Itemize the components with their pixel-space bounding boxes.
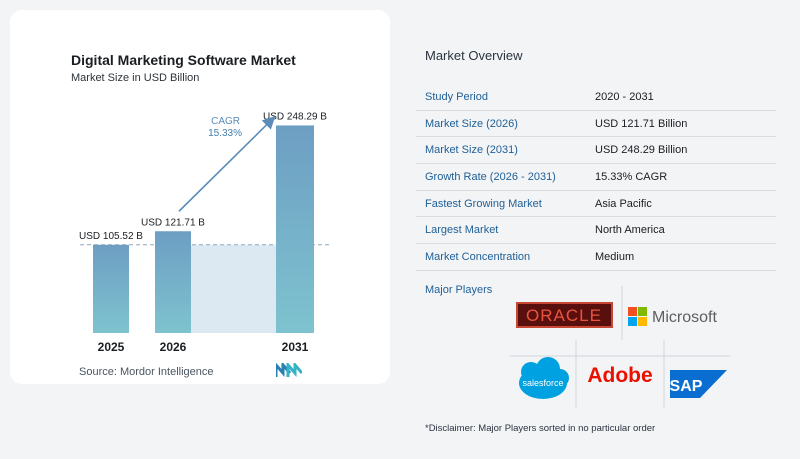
bar-value-label: USD 121.71 B (141, 217, 205, 228)
row-key: Fastest Growing Market (416, 190, 586, 218)
bar-2025 (93, 244, 129, 333)
cagr-label: CAGR (211, 116, 240, 127)
logo-oracle-text: ORACLE (526, 306, 602, 325)
table-row: Market Concentration Medium (416, 243, 776, 271)
salesforce-cloud-icon: salesforce (519, 357, 569, 399)
bar-value-label: USD 105.52 B (79, 231, 143, 242)
disclaimer: *Disclaimer: Major Players sorted in no … (425, 423, 656, 434)
row-value: USD 248.29 Billion (586, 136, 776, 165)
growth-shade-area (191, 244, 276, 333)
bar-value-label: USD 248.29 B (263, 111, 327, 122)
row-key: Growth Rate (2026 - 2031) (416, 163, 586, 191)
mordor-logo-icon (276, 363, 302, 377)
row-value: USD 121.71 Billion (586, 110, 776, 138)
bar-2026 (155, 231, 191, 333)
chart-title: Digital Marketing Software Market (71, 52, 296, 68)
overview-title: Market Overview (425, 48, 523, 63)
row-key: Market Concentration (416, 243, 586, 271)
microsoft-logo-icon: Microsoft (628, 307, 717, 326)
row-value: 2020 - 2031 (586, 84, 776, 111)
source-note: Source: Mordor Intelligence (79, 366, 214, 378)
row-key: Market Size (2026) (416, 110, 586, 138)
row-key: Market Size (2031) (416, 136, 586, 165)
row-value: Asia Pacific (586, 190, 776, 218)
bar-2031 (276, 125, 314, 333)
table-row: Study Period 2020 - 2031 (416, 84, 776, 111)
table-row: Fastest Growing Market Asia Pacific (416, 190, 776, 218)
logo-microsoft-text: Microsoft (652, 309, 717, 326)
table-row: Market Size (2026) USD 121.71 Billion (416, 110, 776, 138)
bar-chart: USD 105.52 B 2025 USD 121.71 B 2026 USD 248.… (79, 111, 330, 354)
row-value: Medium (586, 243, 776, 271)
chart-subtitle: Market Size in USD Billion (71, 72, 200, 84)
adobe-logo-icon: Adobe (587, 364, 652, 387)
overview-table: Study Period 2020 - 2031 Market Size (202… (416, 84, 776, 271)
logo-salesforce-text: salesforce (522, 378, 563, 388)
x-tick-label: 2025 (98, 340, 125, 354)
row-key: Study Period (416, 84, 586, 111)
major-players-label: Major Players (425, 284, 493, 296)
sap-logo-icon: SAP (670, 370, 727, 398)
row-value: North America (586, 216, 776, 245)
cagr-arrow (178, 116, 276, 212)
logo-sap-text: SAP (670, 378, 703, 395)
cagr-value: 15.33% (208, 128, 242, 139)
x-tick-label: 2031 (282, 340, 309, 354)
table-row: Growth Rate (2026 - 2031) 15.33% CAGR (416, 163, 776, 191)
row-value: 15.33% CAGR (586, 163, 776, 191)
logo-adobe-text: Adobe (587, 364, 652, 387)
x-tick-label: 2026 (160, 340, 187, 354)
row-key: Largest Market (416, 216, 586, 245)
table-row: Market Size (2031) USD 248.29 Billion (416, 136, 776, 165)
table-row: Largest Market North America (416, 216, 776, 245)
oracle-logo-icon: ORACLE (516, 302, 613, 328)
